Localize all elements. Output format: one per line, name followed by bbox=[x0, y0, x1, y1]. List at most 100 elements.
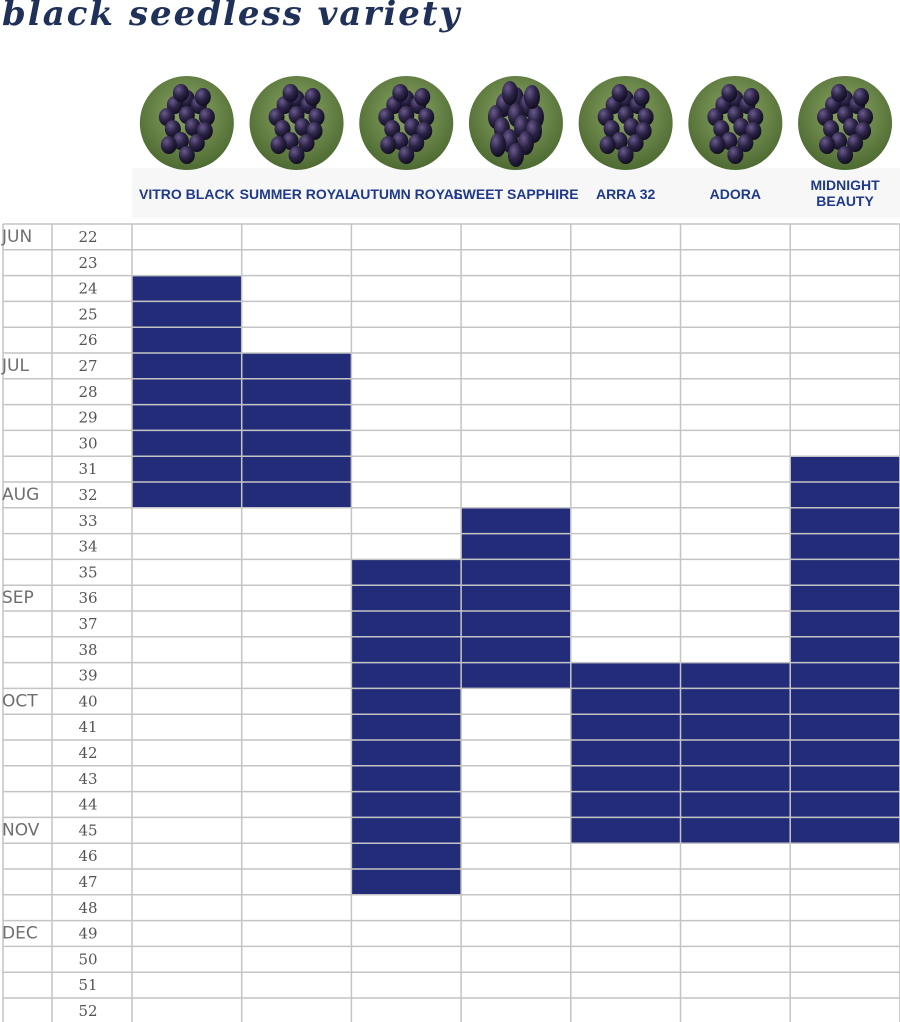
variety-photo bbox=[468, 76, 563, 170]
week-label: 43 bbox=[78, 770, 97, 788]
week-label: 24 bbox=[78, 280, 97, 298]
variety-label: ADORA bbox=[710, 186, 761, 202]
harvest-bar bbox=[789, 791, 900, 818]
week-label: 46 bbox=[78, 847, 97, 865]
variety-photo bbox=[359, 76, 454, 170]
harvest-bar bbox=[350, 610, 462, 638]
week-label: 26 bbox=[78, 331, 97, 349]
week-label: 45 bbox=[78, 821, 97, 839]
variety-label: AUTUMN ROYAL bbox=[350, 186, 463, 202]
harvest-bar bbox=[350, 636, 462, 664]
month-label: JUL bbox=[1, 356, 29, 376]
header-band bbox=[132, 168, 900, 218]
month-label: SEP bbox=[2, 588, 34, 608]
week-label: 50 bbox=[78, 950, 97, 968]
week-label: 30 bbox=[78, 434, 97, 452]
week-label: 42 bbox=[78, 744, 97, 762]
week-label: 28 bbox=[78, 383, 97, 401]
week-label: 47 bbox=[78, 873, 97, 891]
harvest-bar bbox=[350, 816, 462, 844]
week-label: 32 bbox=[78, 486, 97, 504]
harvest-bar bbox=[131, 275, 243, 302]
month-label: DEC bbox=[2, 924, 38, 944]
harvest-bar bbox=[570, 687, 681, 715]
harvest-bar bbox=[460, 636, 572, 664]
harvest-bar bbox=[570, 791, 681, 818]
variety-label: ARRA 32 bbox=[596, 186, 656, 202]
harvest-bar bbox=[131, 352, 243, 380]
harvest-bar bbox=[131, 326, 243, 354]
variety-photo bbox=[798, 76, 893, 170]
harvest-bar bbox=[789, 584, 900, 612]
week-label: 29 bbox=[78, 409, 97, 427]
variety-photo bbox=[688, 76, 783, 170]
harvest-bar bbox=[680, 713, 791, 741]
harvest-bar bbox=[789, 455, 900, 483]
chart-title: black seedless variety bbox=[2, 0, 462, 34]
month-label: AUG bbox=[2, 485, 39, 505]
harvest-bar bbox=[131, 300, 243, 328]
harvest-bar bbox=[789, 739, 900, 767]
week-label: 37 bbox=[78, 615, 97, 633]
harvest-bar bbox=[350, 687, 462, 715]
harvest-bar bbox=[789, 558, 900, 586]
harvest-bar bbox=[350, 558, 462, 586]
week-label: 44 bbox=[78, 796, 97, 814]
harvest-bar bbox=[460, 533, 572, 560]
harvest-bar bbox=[789, 662, 900, 689]
harvest-bar bbox=[131, 481, 243, 509]
variety-label: SUMMER ROYAL bbox=[240, 186, 354, 202]
week-label: 23 bbox=[78, 254, 97, 272]
harvest-bar bbox=[570, 816, 681, 844]
harvest-bar bbox=[131, 455, 243, 483]
week-label: 40 bbox=[78, 692, 97, 710]
harvest-bar bbox=[241, 429, 352, 457]
harvest-bar bbox=[131, 429, 243, 457]
harvest-bar bbox=[460, 584, 572, 612]
week-label: 36 bbox=[78, 589, 97, 607]
week-label: 22 bbox=[78, 228, 97, 246]
harvest-bar bbox=[131, 378, 243, 406]
variety-photo bbox=[139, 76, 234, 170]
week-label: 49 bbox=[78, 925, 97, 943]
week-label: 48 bbox=[78, 899, 97, 917]
week-label: 25 bbox=[78, 305, 97, 323]
harvest-bar bbox=[789, 713, 900, 741]
harvest-bar bbox=[350, 868, 462, 896]
month-label: OCT bbox=[2, 691, 38, 711]
harvest-bar bbox=[789, 636, 900, 664]
week-label: 41 bbox=[78, 718, 97, 736]
harvest-bar bbox=[350, 713, 462, 741]
variety-photo bbox=[578, 76, 673, 170]
month-label: JUN bbox=[1, 227, 32, 247]
harvest-bar bbox=[350, 791, 462, 818]
harvest-bar bbox=[460, 558, 572, 586]
harvest-bar bbox=[241, 352, 352, 380]
harvest-bar bbox=[241, 378, 352, 406]
week-label: 51 bbox=[78, 976, 97, 994]
harvest-bar bbox=[570, 713, 681, 741]
harvest-bar bbox=[570, 739, 681, 767]
harvest-bar bbox=[460, 610, 572, 638]
harvest-bar bbox=[680, 662, 791, 689]
harvest-bar bbox=[570, 765, 681, 793]
variety-label: MIDNIGHT BEAUTY bbox=[810, 177, 880, 209]
harvest-bar bbox=[350, 739, 462, 767]
harvest-bar bbox=[680, 816, 791, 844]
harvest-bar bbox=[570, 662, 681, 689]
harvest-bar bbox=[241, 481, 352, 509]
harvest-bar bbox=[789, 765, 900, 793]
harvest-bar bbox=[789, 481, 900, 509]
harvest-bar bbox=[241, 455, 352, 483]
harvest-bar bbox=[350, 662, 462, 689]
harvest-bar bbox=[789, 816, 900, 844]
harvest-bar bbox=[131, 404, 243, 431]
week-label: 31 bbox=[78, 460, 97, 478]
harvest-bar bbox=[680, 687, 791, 715]
harvest-bar bbox=[460, 507, 572, 535]
week-label: 38 bbox=[78, 641, 97, 659]
variety-photo bbox=[249, 76, 344, 170]
harvest-bar bbox=[789, 507, 900, 535]
harvest-bar bbox=[350, 765, 462, 793]
